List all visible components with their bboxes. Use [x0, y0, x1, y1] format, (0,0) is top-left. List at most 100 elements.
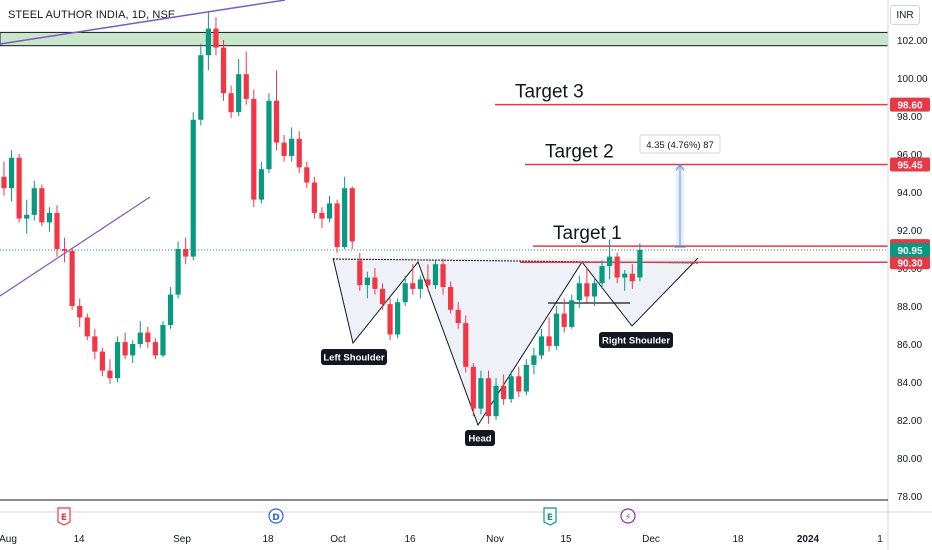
currency-button[interactable]: INR	[890, 5, 920, 25]
candle-body	[546, 336, 552, 346]
event-marker: ⚡	[620, 508, 636, 524]
candle-body	[122, 342, 128, 356]
candle-body	[584, 283, 590, 297]
candle	[576, 275, 582, 308]
event-marker: E	[57, 507, 71, 526]
candle-body	[387, 304, 393, 335]
y-tick-label: 88.00	[897, 302, 922, 313]
candle	[251, 89, 257, 208]
event-marker-letter: E	[61, 513, 67, 523]
measure-label: 4.35 (4.76%) 87	[646, 140, 714, 151]
candle-body	[137, 332, 143, 344]
candle-body	[425, 279, 431, 286]
candle-body	[107, 370, 113, 379]
candle-body	[334, 203, 340, 248]
price-tag: 98.60	[890, 97, 930, 112]
pattern-label: Left Shoulder	[321, 349, 387, 365]
candle-body	[349, 188, 355, 242]
candle-body	[607, 256, 613, 267]
candle	[395, 298, 401, 339]
candle-body	[538, 336, 545, 356]
labels-layer: Target 3 Target 2 Target 1 Left Shoulder Hea…	[321, 82, 673, 446]
x-tick-label: 1	[877, 534, 883, 545]
event-marker: D	[268, 508, 284, 524]
candle-body	[448, 287, 454, 310]
candle-body	[175, 249, 181, 295]
candle	[334, 199, 340, 253]
candle	[69, 249, 75, 310]
pattern-label-text: Right Shoulder	[602, 336, 670, 347]
candle	[258, 161, 264, 204]
x-tick-label: 18	[732, 534, 744, 545]
candle-body	[198, 55, 204, 120]
candle-body	[130, 344, 136, 356]
event-marker-letter: E	[547, 513, 553, 523]
candle-body	[258, 169, 264, 200]
candle	[342, 176, 348, 249]
target-label: Target 1	[553, 223, 622, 244]
candle-body	[402, 283, 408, 303]
candle	[440, 258, 446, 295]
candle-body	[554, 313, 560, 346]
candle-body	[16, 157, 22, 219]
candle	[114, 336, 121, 382]
candle	[379, 283, 386, 310]
candle	[599, 260, 605, 289]
measure-label-bg	[639, 134, 721, 154]
candle	[16, 154, 22, 223]
pattern-label-bg	[465, 430, 495, 446]
candle-body	[508, 376, 514, 400]
target-label: Target 2	[545, 141, 614, 162]
candle	[183, 237, 189, 265]
x-tick-label: Oct	[330, 534, 346, 545]
x-tick-label: Nov	[486, 534, 504, 545]
candle-body	[304, 167, 310, 183]
candle	[61, 237, 68, 263]
candles-layer	[1, 11, 643, 424]
candle-body	[213, 28, 219, 48]
candle	[311, 176, 317, 219]
y-tick-label: 86.00	[897, 340, 922, 351]
pattern-label: Right Shoulder	[599, 332, 673, 348]
candle-body	[417, 279, 423, 289]
candle-body	[614, 256, 620, 278]
y-tick-label: 80.00	[897, 454, 922, 465]
candle-body	[395, 302, 401, 335]
candle-body	[273, 100, 280, 143]
candle	[243, 51, 249, 105]
candle	[455, 302, 461, 329]
y-tick-label: 82.00	[897, 416, 922, 427]
candle	[637, 243, 643, 282]
candle-body	[46, 212, 53, 223]
price-tag: 90.30	[890, 255, 930, 270]
x-tick-label: 15	[560, 534, 572, 545]
candle	[364, 271, 370, 299]
candle-body	[629, 273, 635, 282]
measure-arrow-head	[675, 163, 685, 171]
target-label: Target 3	[515, 82, 584, 103]
candle	[220, 40, 227, 101]
candle-body	[1, 176, 7, 189]
candle-body	[205, 28, 211, 56]
event-marker: E	[543, 507, 557, 526]
candle	[152, 338, 158, 360]
candle-body	[622, 273, 628, 278]
candle	[84, 313, 90, 341]
candle-body	[569, 300, 575, 327]
candle	[622, 269, 628, 291]
candle	[46, 207, 53, 232]
candle	[273, 70, 280, 151]
candle-body	[251, 98, 257, 200]
candle-body	[531, 355, 537, 365]
candle	[77, 298, 83, 327]
price-tag-label: 90.30	[897, 258, 922, 269]
candle-body	[372, 277, 378, 289]
candle	[205, 11, 211, 71]
candle-body	[501, 385, 507, 400]
candle-body	[357, 260, 363, 286]
candle-body	[281, 142, 287, 156]
candle-body	[84, 317, 90, 337]
candle	[304, 161, 310, 189]
